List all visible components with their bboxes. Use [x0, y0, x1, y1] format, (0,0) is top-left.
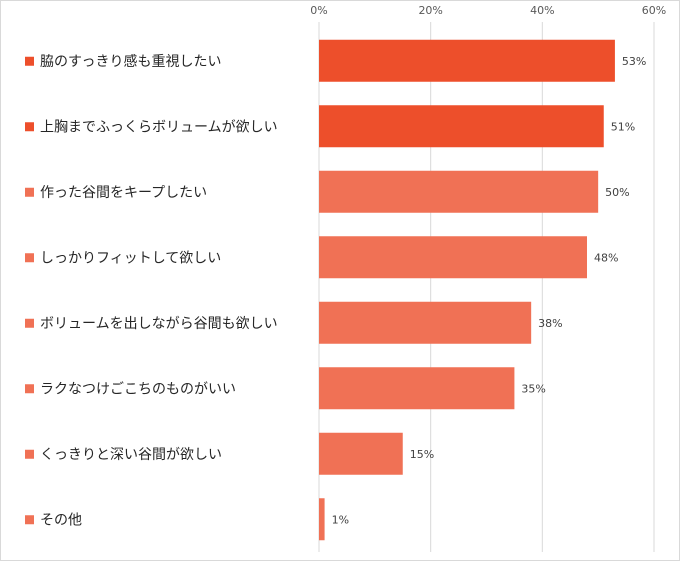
legend-marker-icon — [25, 515, 34, 525]
bar — [319, 498, 325, 541]
bar — [319, 105, 604, 148]
data-label: 51% — [611, 120, 635, 133]
legend-marker-icon — [25, 449, 34, 459]
legend-marker-icon — [25, 384, 34, 394]
legend-marker-icon — [25, 187, 34, 197]
data-label: 48% — [594, 251, 618, 264]
legend-marker-icon — [25, 253, 34, 263]
x-tick-label: 60% — [642, 4, 666, 17]
legend-marker-icon — [25, 56, 34, 66]
category-label: 上胸までふっくらボリュームが欲しい — [40, 119, 278, 135]
x-tick-label: 0% — [310, 4, 327, 17]
x-axis-ticks: 0% 20% 40% 60% — [310, 4, 666, 17]
bar — [319, 301, 532, 344]
data-label: 1% — [332, 513, 349, 526]
category-label: ラクなつけごこちのものがいい — [40, 381, 236, 397]
data-label: 15% — [410, 448, 434, 461]
bar — [319, 39, 615, 82]
data-labels: 53% 51% 50% 48% 38% 35% 15% 1% — [332, 55, 647, 527]
x-tick-label: 40% — [530, 4, 554, 17]
data-label: 38% — [538, 317, 562, 330]
legend-marker-icon — [25, 122, 34, 132]
category-label: 作った谷間をキープしたい — [40, 185, 207, 201]
category-label: ボリュームを出しながら谷間も欲しい — [40, 316, 278, 332]
legend-marker-icon — [25, 318, 34, 328]
bars — [319, 39, 615, 541]
category-label: 脇のすっきり感も重視したい — [40, 53, 221, 70]
bar — [319, 236, 587, 279]
data-label: 35% — [521, 382, 545, 395]
data-label: 53% — [622, 55, 646, 68]
category-label: しっかりフィットして欲しい — [40, 250, 221, 266]
category-labels: 脇のすっきり感も重視したい上胸までふっくらボリュームが欲しい作った谷間をキープし… — [25, 53, 278, 528]
category-label: その他 — [40, 512, 82, 528]
bar — [319, 170, 599, 213]
x-tick-label: 20% — [418, 4, 442, 17]
category-label: くっきりと深い谷間が欲しい — [40, 447, 222, 463]
bar — [319, 367, 515, 410]
data-label: 50% — [605, 186, 629, 199]
bar — [319, 432, 403, 475]
